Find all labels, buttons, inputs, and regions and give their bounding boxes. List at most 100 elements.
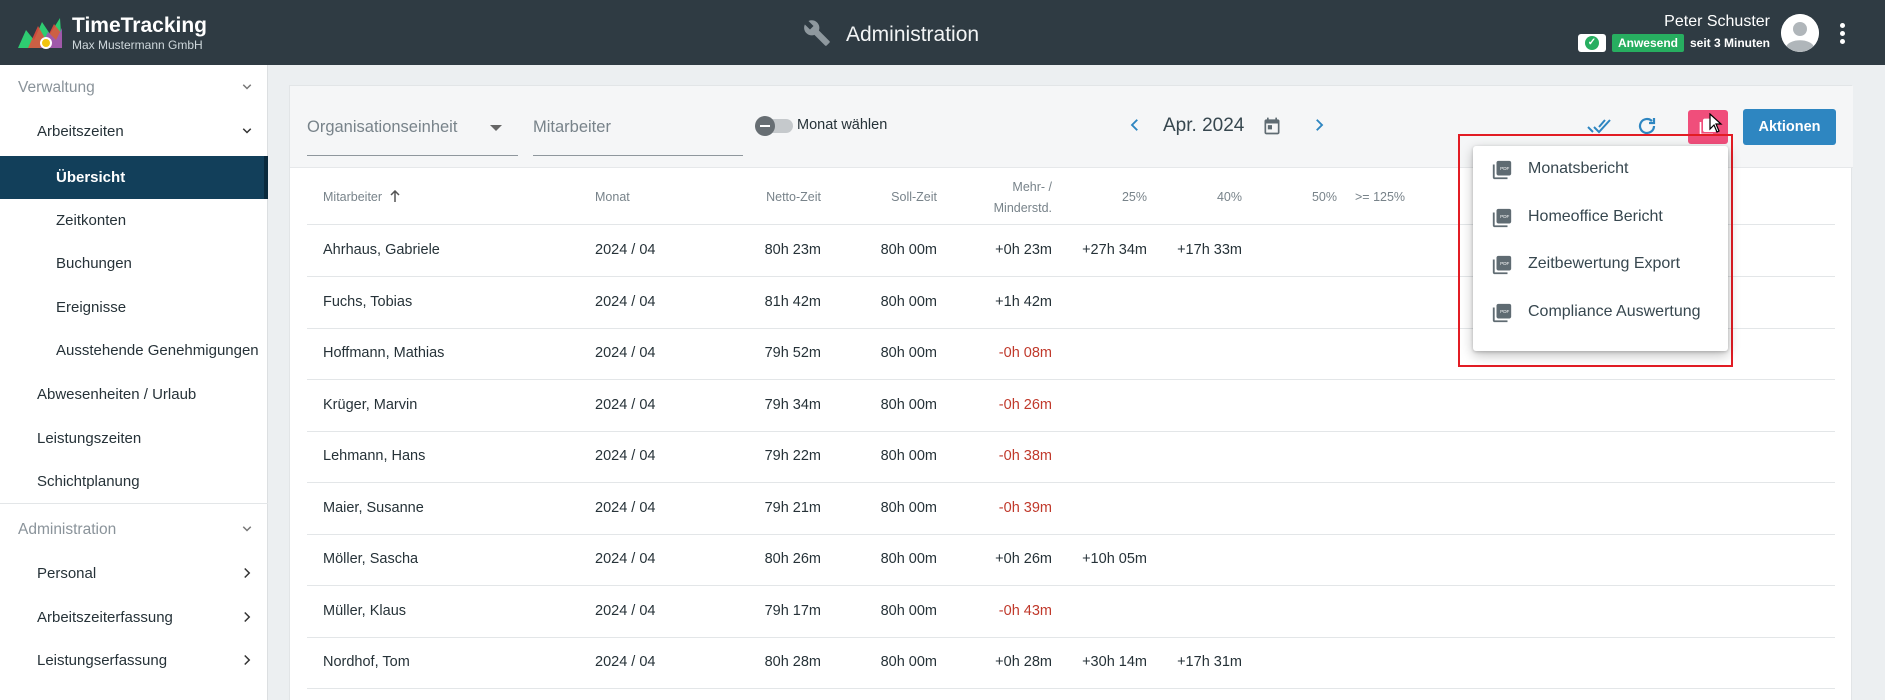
cell-netto: 79h 34m xyxy=(764,396,821,413)
chevron-down-icon xyxy=(242,128,252,134)
sidebar-item-ereignisse[interactable]: Ereignisse xyxy=(0,286,268,329)
actions-button[interactable]: Aktionen xyxy=(1743,109,1836,145)
employee-placeholder: Mitarbeiter xyxy=(533,118,611,136)
refresh-icon[interactable] xyxy=(1635,114,1659,138)
cell-mehr-minder: +0h 28m xyxy=(995,654,1052,670)
table-row[interactable]: Müller, Klaus 2024 / 04 79h 17m 80h 00m -0h … xyxy=(307,586,1835,638)
menu-item-zeitbewertung-export[interactable]: PDF Zeitbewertung Export xyxy=(1473,241,1728,288)
sidebar-item-leistungszeiten[interactable]: Leistungszeiten xyxy=(0,417,268,460)
sidebar-item-buchungen[interactable]: Buchungen xyxy=(0,242,268,285)
sidebar-item-leistungserfassung[interactable]: Leistungserfassung xyxy=(0,639,268,682)
month-toggle[interactable] xyxy=(755,116,793,136)
menu-item-compliance-auswertung[interactable]: PDF Compliance Auswertung xyxy=(1473,289,1728,336)
chevron-right-icon[interactable] xyxy=(1310,116,1328,134)
sidebar-item-label: Personal xyxy=(37,565,97,582)
cell-monat: 2024 / 04 xyxy=(595,499,656,516)
col-header-monat[interactable]: Monat xyxy=(595,190,630,204)
sidebar-divider xyxy=(0,503,268,504)
menu-item-monatsbericht[interactable]: PDF Monatsbericht xyxy=(1473,146,1728,193)
svg-text:PDF: PDF xyxy=(1500,214,1509,219)
sidebar-item-label: Arbeitszeiten xyxy=(37,123,124,140)
col-header-mitarbeiter[interactable]: Mitarbeiter xyxy=(323,190,400,204)
calendar-icon[interactable] xyxy=(1262,116,1282,136)
cell-soll: 80h 00m xyxy=(880,242,937,258)
sidebar: Verwaltung Arbeitszeiten Übersicht Zeitk… xyxy=(0,65,268,700)
chevron-down-icon xyxy=(242,526,252,532)
col-header-50[interactable]: 50% xyxy=(1311,190,1337,204)
table-row[interactable]: Maier, Susanne 2024 / 04 79h 21m 80h 00m -0h… xyxy=(307,483,1835,535)
sidebar-section-verwaltung[interactable]: Verwaltung xyxy=(0,66,268,109)
kebab-icon[interactable] xyxy=(1835,19,1849,47)
menu-item-label: Monatsbericht xyxy=(1528,160,1629,177)
pdf-icon: PDF xyxy=(1492,255,1512,275)
col-header-netto[interactable]: Netto-Zeit xyxy=(766,190,821,204)
cell-netto: 80h 28m xyxy=(764,654,821,670)
cell-netto: 79h 52m xyxy=(764,345,821,361)
cell-25: +10h 05m xyxy=(1082,551,1147,567)
sidebar-item-personal[interactable]: Personal xyxy=(0,552,268,595)
table-row[interactable]: Ahrhaus, Gabriele 2024 / 04 80h 23m 80h 00m… xyxy=(307,225,1835,277)
sidebar-section-administration[interactable]: Administration xyxy=(0,508,268,551)
cell-netto: 79h 21m xyxy=(764,499,821,516)
user-name: Peter Schuster xyxy=(1664,13,1770,30)
cell-netto: 79h 22m xyxy=(764,448,821,464)
cell-40: +17h 33m xyxy=(1177,242,1242,258)
sidebar-item-uebersicht[interactable]: Übersicht xyxy=(0,156,268,199)
sidebar-item-label: Arbeitszeiterfassung xyxy=(37,609,173,626)
col-header-soll[interactable]: Soll-Zeit xyxy=(891,190,937,204)
done-all-icon[interactable] xyxy=(1587,114,1611,138)
sidebar-item-schichtplanung[interactable]: Schichtplanung xyxy=(0,460,268,503)
status-badge: Anwesend xyxy=(1611,34,1684,52)
month-toggle-label: Monat wählen xyxy=(797,117,888,133)
sidebar-item-abwesenheiten[interactable]: Abwesenheiten / Urlaub xyxy=(0,373,268,416)
col-header-25[interactable]: 25% xyxy=(1121,190,1147,204)
pdf-icon: PDF xyxy=(1492,160,1512,180)
table-row[interactable]: Hoffmann, Mathias 2024 / 04 79h 52m 80h 00m… xyxy=(307,328,1835,380)
cell-mehr-minder: +0h 26m xyxy=(995,551,1052,567)
employee-input[interactable]: Mitarbeiter xyxy=(533,86,743,156)
col-header-mehr-line1: Mehr- / xyxy=(1012,180,1052,194)
table-row[interactable]: Möller, Sascha 2024 / 04 80h 26m 80h 00m +0h… xyxy=(307,534,1835,586)
cell-soll: 80h 00m xyxy=(880,499,937,516)
export-menu: PDF Monatsbericht PDF Homeoffice Bericht… xyxy=(1473,146,1728,351)
table-row[interactable]: Fuchs, Tobias 2024 / 04 81h 42m 80h 00m +1h … xyxy=(307,277,1835,329)
sidebar-item-label: Buchungen xyxy=(56,255,132,272)
table-row[interactable]: Lehmann, Hans 2024 / 04 79h 22m 80h 00m -0h … xyxy=(307,431,1835,483)
cell-mehr-minder: -0h 08m xyxy=(998,345,1052,361)
menu-item-label: Homeoffice Bericht xyxy=(1528,208,1663,225)
table-row[interactable]: Krüger, Marvin 2024 / 04 79h 34m 80h 00m -0h… xyxy=(307,380,1835,432)
annotation-highlight-box xyxy=(1458,134,1733,367)
dropdown-arrow-icon xyxy=(490,125,502,131)
svg-text:PDF: PDF xyxy=(1500,261,1509,266)
sidebar-item-label: Administration xyxy=(18,520,117,538)
table-row[interactable]: Nordhof, Tom 2024 / 04 80h 28m 80h 00m +0h 2… xyxy=(307,637,1835,689)
cell-soll: 80h 00m xyxy=(880,551,937,567)
org-unit-select[interactable]: Organisationseinheit xyxy=(307,86,518,156)
col-header-mehr[interactable]: Mehr- / Minderstd. xyxy=(957,177,1052,219)
cell-monat: 2024 / 04 xyxy=(595,345,656,361)
logo-icon xyxy=(18,18,62,49)
current-month: Apr. 2024 xyxy=(1163,115,1245,136)
cell-mitarbeiter: Lehmann, Hans xyxy=(323,448,426,464)
cell-soll: 80h 00m xyxy=(880,345,937,361)
chevron-left-icon[interactable] xyxy=(1126,116,1144,134)
cell-soll: 80h 00m xyxy=(880,293,937,310)
page-title: Administration xyxy=(846,23,980,46)
sidebar-item-arbeitszeiten[interactable]: Arbeitszeiten xyxy=(0,110,268,153)
pdf-icon: PDF xyxy=(1492,303,1512,323)
cell-40: +17h 31m xyxy=(1177,654,1242,670)
sidebar-item-zeitkonten[interactable]: Zeitkonten xyxy=(0,199,268,242)
sidebar-item-label: Verwaltung xyxy=(18,78,95,96)
cell-soll: 80h 00m xyxy=(880,448,937,464)
cell-monat: 2024 / 04 xyxy=(595,448,656,464)
presence-status: ✓ Anwesend seit 3 Minuten xyxy=(1577,34,1770,52)
col-header-125[interactable]: >= 125% xyxy=(1355,190,1406,204)
sidebar-item-arbeitszeiterfassung[interactable]: Arbeitszeiterfassung xyxy=(0,596,268,639)
menu-item-homeoffice-bericht[interactable]: PDF Homeoffice Bericht xyxy=(1473,194,1728,241)
cell-mitarbeiter: Möller, Sascha xyxy=(323,551,419,567)
sidebar-item-genehmigungen[interactable]: Ausstehende Genehmigungen xyxy=(0,329,268,372)
avatar-icon[interactable] xyxy=(1781,14,1819,52)
col-header-40[interactable]: 40% xyxy=(1216,190,1242,204)
cell-netto: 80h 26m xyxy=(764,551,821,567)
chevron-right-icon xyxy=(244,567,251,579)
